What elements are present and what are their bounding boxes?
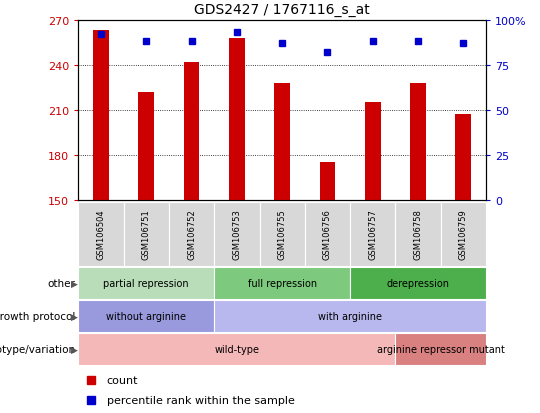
Bar: [78, 202, 124, 266]
Bar: [410, 83, 426, 200]
Text: GSM106757: GSM106757: [368, 209, 377, 260]
Bar: [320, 163, 335, 200]
Bar: [395, 333, 486, 366]
Text: percentile rank within the sample: percentile rank within the sample: [107, 395, 295, 405]
Text: GSM106759: GSM106759: [459, 209, 468, 260]
Text: with arginine: with arginine: [318, 311, 382, 321]
Text: ▶: ▶: [71, 279, 78, 288]
Bar: [184, 62, 199, 200]
Text: other: other: [48, 278, 76, 288]
Text: GSM106755: GSM106755: [278, 209, 287, 260]
Bar: [214, 267, 350, 299]
Text: ▶: ▶: [71, 345, 78, 354]
Text: full repression: full repression: [247, 278, 317, 288]
Bar: [214, 300, 486, 332]
Text: wild-type: wild-type: [214, 344, 259, 354]
Text: partial repression: partial repression: [104, 278, 189, 288]
Text: arginine repressor mutant: arginine repressor mutant: [377, 344, 505, 354]
Bar: [350, 267, 486, 299]
Text: GSM106752: GSM106752: [187, 209, 196, 260]
Bar: [78, 267, 214, 299]
Bar: [138, 93, 154, 200]
Bar: [229, 38, 245, 200]
Bar: [78, 333, 395, 366]
Text: without arginine: without arginine: [106, 311, 186, 321]
Bar: [455, 115, 471, 200]
Text: count: count: [107, 375, 138, 385]
Title: GDS2427 / 1767116_s_at: GDS2427 / 1767116_s_at: [194, 3, 370, 17]
Text: GSM106751: GSM106751: [141, 209, 151, 260]
Text: GSM106504: GSM106504: [97, 209, 105, 260]
Bar: [441, 202, 486, 266]
Bar: [260, 202, 305, 266]
Bar: [274, 83, 290, 200]
Bar: [169, 202, 214, 266]
Bar: [93, 31, 109, 200]
Bar: [365, 103, 381, 200]
Text: derepression: derepression: [387, 278, 449, 288]
Bar: [305, 202, 350, 266]
Text: GSM106753: GSM106753: [232, 209, 241, 260]
Bar: [350, 202, 395, 266]
Bar: [395, 202, 441, 266]
Text: genotype/variation: genotype/variation: [0, 344, 76, 354]
Text: GSM106758: GSM106758: [414, 209, 422, 260]
Bar: [124, 202, 169, 266]
Text: growth protocol: growth protocol: [0, 311, 76, 321]
Text: GSM106756: GSM106756: [323, 209, 332, 260]
Text: ▶: ▶: [71, 312, 78, 321]
Bar: [214, 202, 260, 266]
Bar: [78, 300, 214, 332]
